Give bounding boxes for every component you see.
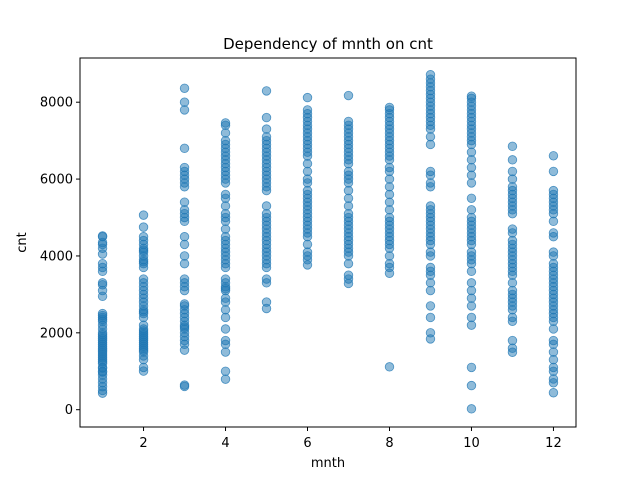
data-point xyxy=(425,166,436,177)
data-point xyxy=(97,258,108,269)
plot-area-frame xyxy=(79,57,577,428)
y-axis-title: cnt xyxy=(15,232,30,252)
data-point xyxy=(179,299,190,309)
y-tick-label: 2000 xyxy=(40,326,73,341)
x-tick-label: 2 xyxy=(139,436,147,451)
data-point xyxy=(179,197,190,207)
data-point xyxy=(548,228,559,238)
data-point xyxy=(466,362,477,373)
data-point xyxy=(138,274,149,284)
data-point xyxy=(138,222,149,232)
data-point xyxy=(548,388,559,398)
points-layer xyxy=(97,70,559,414)
data-point xyxy=(261,86,272,96)
data-point xyxy=(466,312,477,323)
data-point xyxy=(425,262,436,273)
data-point xyxy=(220,189,231,200)
data-point xyxy=(97,231,108,241)
data-point xyxy=(343,90,354,101)
data-point xyxy=(466,380,477,391)
data-point xyxy=(179,232,190,242)
data-point xyxy=(261,112,272,123)
data-point xyxy=(302,105,313,115)
x-tick-label: 8 xyxy=(385,436,393,451)
data-point xyxy=(97,308,108,319)
data-point xyxy=(179,380,190,390)
data-point xyxy=(179,274,190,284)
y-axis: 0 2000 4000 6000 8000 xyxy=(40,96,80,418)
data-point xyxy=(425,70,436,80)
data-point xyxy=(261,124,272,134)
data-point xyxy=(548,151,559,161)
data-point xyxy=(548,166,559,177)
data-point xyxy=(507,166,518,177)
data-point xyxy=(220,118,231,128)
data-point xyxy=(466,91,477,101)
y-tick-label: 0 xyxy=(65,403,73,418)
data-point xyxy=(179,143,190,154)
data-point xyxy=(425,312,436,323)
y-tick-label: 4000 xyxy=(40,249,73,264)
data-point xyxy=(466,404,477,414)
data-point xyxy=(97,278,108,288)
y-tick-label: 8000 xyxy=(40,96,73,111)
x-tick-label: 6 xyxy=(303,436,311,451)
data-point xyxy=(220,324,231,334)
data-point xyxy=(507,141,518,152)
data-point xyxy=(179,97,190,107)
x-tick-label: 4 xyxy=(221,436,229,451)
data-point xyxy=(425,328,436,338)
data-point xyxy=(507,224,518,234)
data-point xyxy=(507,155,518,165)
x-tick-label: 12 xyxy=(545,436,562,451)
data-point xyxy=(179,251,190,261)
x-axis-title: mnth xyxy=(311,456,345,471)
data-point xyxy=(261,274,272,284)
y-tick-label: 6000 xyxy=(40,173,73,188)
data-point xyxy=(220,335,231,346)
data-point xyxy=(507,335,518,346)
data-point xyxy=(548,247,559,257)
x-axis: 2 4 6 8 10 12 xyxy=(139,427,562,451)
data-point xyxy=(466,278,477,288)
data-point xyxy=(220,366,231,376)
data-point xyxy=(425,301,436,311)
data-point xyxy=(343,116,354,127)
data-point xyxy=(302,92,313,103)
data-point xyxy=(466,193,477,204)
data-point xyxy=(138,232,149,242)
data-point xyxy=(261,297,272,307)
data-point xyxy=(384,102,395,113)
data-point xyxy=(425,201,436,211)
data-point xyxy=(548,335,559,346)
data-point xyxy=(343,270,354,280)
data-point xyxy=(220,374,231,384)
data-point xyxy=(179,162,190,173)
data-point xyxy=(548,185,559,196)
x-tick-label: 10 xyxy=(463,436,480,451)
data-point xyxy=(466,205,477,215)
data-point xyxy=(261,201,272,211)
data-point xyxy=(220,274,231,284)
chart-title: Dependency of mnth on cnt xyxy=(223,35,433,53)
data-point xyxy=(384,362,395,372)
data-point xyxy=(138,210,149,220)
data-point xyxy=(179,83,190,93)
